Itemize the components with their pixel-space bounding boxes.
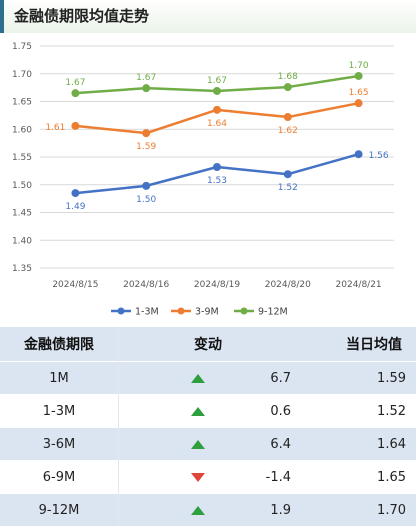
change-value: 0.6 — [270, 404, 291, 419]
x-tick-label: 2024/8/21 — [336, 280, 382, 290]
y-tick-label: 1.60 — [12, 125, 32, 135]
avg-cell: 1.52 — [297, 395, 416, 428]
header-term: 金融债期限 — [0, 327, 119, 362]
change-value: 6.7 — [270, 371, 291, 386]
data-label: 1.50 — [136, 195, 156, 205]
change-value: 1.9 — [270, 503, 291, 518]
table-row: 3-6M 6.4 1.64 — [0, 428, 416, 461]
y-tick-label: 1.35 — [12, 264, 32, 274]
legend-marker — [178, 308, 185, 315]
data-point — [143, 182, 150, 189]
change-cell: -1.4 — [119, 461, 298, 494]
x-tick-label: 2024/8/19 — [194, 280, 240, 290]
data-label: 1.62 — [278, 126, 298, 136]
table-row: 6-9M -1.4 1.65 — [0, 461, 416, 494]
up-triangle-icon — [191, 506, 205, 515]
data-label: 1.53 — [207, 176, 227, 186]
data-point — [72, 190, 79, 197]
legend-label: 9-12M — [258, 307, 288, 318]
change-cell: 6.4 — [119, 428, 298, 461]
data-point — [214, 87, 221, 94]
avg-cell: 1.64 — [297, 428, 416, 461]
data-label: 1.70 — [349, 61, 369, 71]
data-label: 1.68 — [278, 72, 298, 82]
data-point — [284, 84, 291, 91]
y-tick-label: 1.65 — [12, 98, 32, 108]
data-point — [214, 106, 221, 113]
header-avg: 当日均值 — [297, 327, 416, 362]
term-table: 金融债期限 变动 当日均值 1M 6.7 1.59 1-3M 0.6 1.52 3-6M 6.… — [0, 327, 416, 526]
data-label: 1.64 — [207, 119, 227, 129]
data-label: 1.67 — [207, 76, 227, 86]
data-label: 1.56 — [369, 151, 389, 161]
data-point — [284, 114, 291, 121]
data-label: 1.67 — [136, 73, 156, 83]
avg-cell: 1.70 — [297, 494, 416, 526]
change-value: -1.4 — [266, 470, 291, 485]
data-point — [143, 130, 150, 137]
line-chart: 1.35 1.40 1.45 1.50 1.55 1.60 1.65 1.70 1.75 2024… — [0, 33, 416, 325]
y-tick-label: 1.75 — [12, 42, 32, 52]
data-point — [355, 151, 362, 158]
data-point — [72, 122, 79, 129]
data-point — [72, 90, 79, 97]
down-triangle-icon — [191, 473, 205, 482]
x-tick-label: 2024/8/16 — [123, 280, 169, 290]
up-triangle-icon — [191, 374, 205, 383]
title-bar: 金融债期限均值走势 — [0, 0, 416, 33]
up-triangle-icon — [191, 407, 205, 416]
legend-label: 3-9M — [195, 307, 219, 318]
data-label: 1.65 — [349, 88, 369, 98]
title-accent — [0, 0, 4, 33]
x-tick-label: 2024/8/20 — [265, 280, 311, 290]
x-tick-label: 2024/8/15 — [52, 280, 98, 290]
y-tick-label: 1.70 — [12, 70, 32, 80]
legend-marker — [241, 308, 248, 315]
data-label: 1.67 — [65, 78, 85, 88]
y-tick-label: 1.50 — [12, 181, 32, 191]
y-tick-label: 1.40 — [12, 236, 32, 246]
data-point — [355, 100, 362, 107]
data-point — [284, 171, 291, 178]
data-label: 1.49 — [65, 202, 85, 212]
data-label: 1.52 — [278, 183, 298, 193]
term-cell: 6-9M — [0, 461, 119, 494]
legend-marker — [118, 308, 125, 315]
data-point — [355, 72, 362, 79]
data-point — [214, 163, 221, 170]
change-value: 6.4 — [270, 437, 291, 452]
table-row: 1M 6.7 1.59 — [0, 362, 416, 395]
term-cell: 3-6M — [0, 428, 119, 461]
data-point — [143, 85, 150, 92]
data-label: 1.61 — [45, 123, 65, 133]
table-row: 1-3M 0.6 1.52 — [0, 395, 416, 428]
change-cell: 0.6 — [119, 395, 298, 428]
y-tick-label: 1.55 — [12, 153, 32, 163]
header-change: 变动 — [119, 327, 298, 362]
y-tick-label: 1.45 — [12, 209, 32, 219]
change-cell: 1.9 — [119, 494, 298, 526]
avg-cell: 1.59 — [297, 362, 416, 395]
data-label: 1.59 — [136, 142, 156, 152]
change-cell: 6.7 — [119, 362, 298, 395]
legend-label: 1-3M — [135, 307, 159, 318]
term-cell: 1-3M — [0, 395, 119, 428]
term-cell: 1M — [0, 362, 119, 395]
series-line-1-3M — [75, 154, 358, 193]
avg-cell: 1.65 — [297, 461, 416, 494]
chart-title: 金融债期限均值走势 — [14, 5, 149, 26]
term-cell: 9-12M — [0, 494, 119, 526]
up-triangle-icon — [191, 440, 205, 449]
table-header-row: 金融债期限 变动 当日均值 — [0, 327, 416, 362]
table-row: 9-12M 1.9 1.70 — [0, 494, 416, 526]
